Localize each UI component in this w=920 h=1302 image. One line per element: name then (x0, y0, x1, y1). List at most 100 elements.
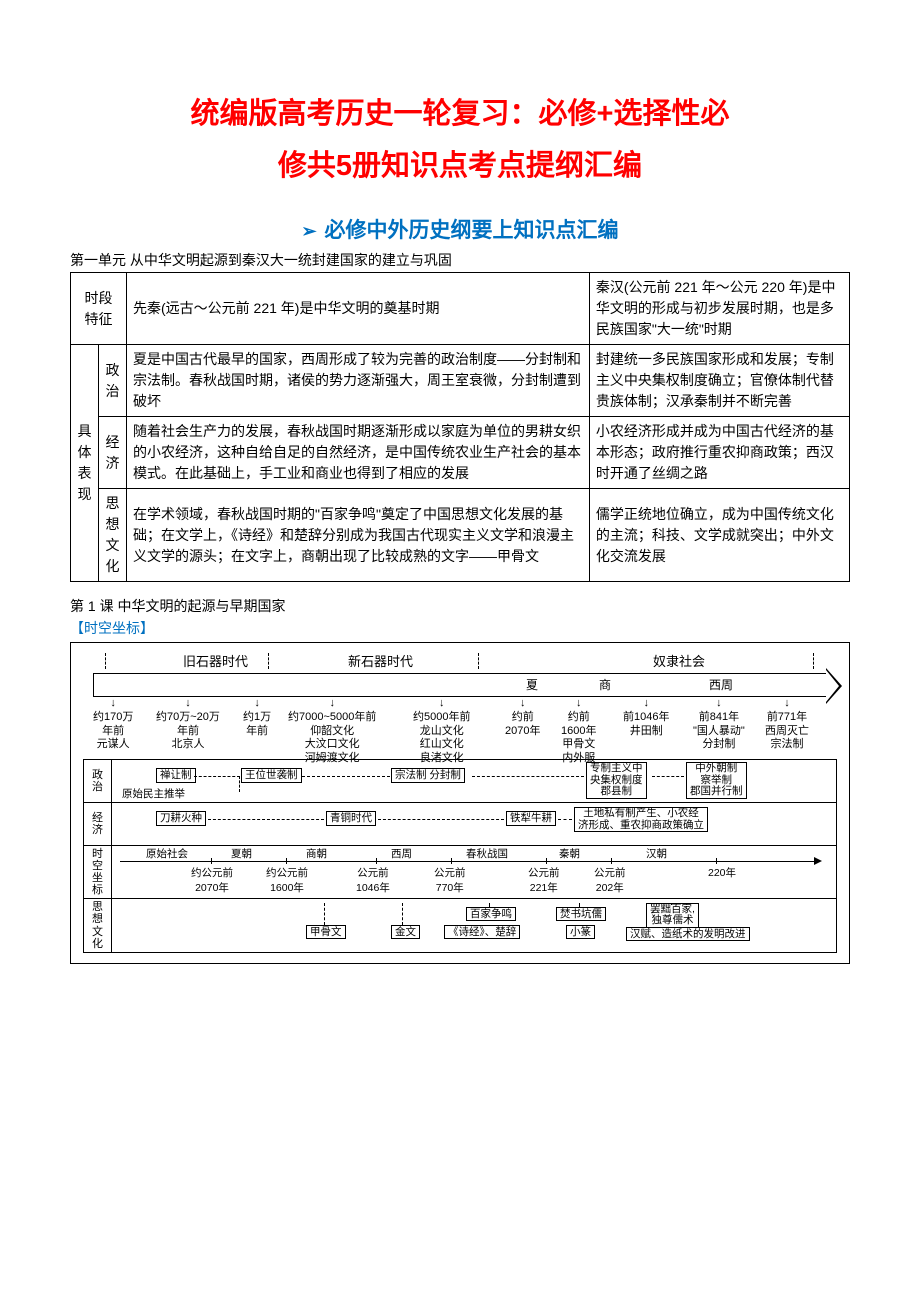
dash-connector (302, 776, 390, 777)
cell-culture-1: 在学术领域，春秋战国时期的"百家争鸣"奠定了中国思想文化发展的基础；在文学上，《… (127, 489, 590, 582)
row-economy-content: 刀耕火种青铜时代铁犁牛耕土地私有制产生、小农经济形成、重农抑商政策确立 (116, 805, 832, 843)
date-label: 约公元前2070年 (191, 865, 233, 895)
inband-dynasty-label: 商 (599, 676, 611, 693)
timeline-mark: ↓前841年"国人暴动"分封制 (693, 697, 745, 752)
date-label: 公元前770年 (434, 865, 466, 895)
mark-text: 1600年 (561, 725, 596, 739)
mark-text: 年前 (156, 725, 220, 739)
mark-text: 宗法制 (765, 738, 809, 752)
timeline-mark: ↓约前1600年甲骨文内外服 (561, 697, 596, 766)
pill-box: 铁犁牛耕 (506, 811, 556, 826)
mark-text: 约1万 (243, 711, 271, 725)
row-label-culture: 思想文化 (84, 899, 112, 952)
dash-connector (652, 776, 684, 777)
era-labels-row: 旧石器时代新石器时代奴隶社会 (93, 651, 827, 671)
mark-text: 红山文化 (413, 738, 470, 752)
mark-text: 前841年 (693, 711, 745, 725)
date-label: 公元前221年 (528, 865, 560, 895)
timeline-mark: ↓前1046年井田制 (623, 697, 669, 738)
dash-connector (194, 776, 240, 777)
pill-box: 罢黜百家,独尊儒术 (646, 903, 699, 928)
timeline-mark: ↓前771年西周灭亡宗法制 (765, 697, 809, 752)
dash-connector (558, 819, 572, 820)
axis-tick (611, 858, 612, 864)
timeline-mark: ↓约7000~5000年前仰韶文化大汶口文化河姆渡文化 (288, 697, 376, 766)
down-arrow-icon: ↓ (288, 697, 376, 711)
era-divider (813, 653, 814, 669)
main-table: 时段特征 先秦(远古～公元前 221 年)是中华文明的奠基时期 秦汉(公元前 2… (70, 272, 850, 582)
cell-politics-1: 夏是中国古代最早的国家，西周形成了较为完善的政治制度——分封制和宗法制。春秋战国… (127, 345, 590, 417)
chevron-icon: ➢ (301, 221, 316, 241)
date-label: 220年 (708, 865, 736, 880)
subtitle: ➢必修中外历史纲要上知识点汇编 (70, 214, 850, 244)
down-arrow-icon: ↓ (561, 697, 596, 711)
mark-text: 约7000~5000年前 (288, 711, 376, 725)
era-label: 新石器时代 (348, 651, 413, 670)
mark-text: 西周灭亡 (765, 725, 809, 739)
mark-text: 2070年 (505, 725, 540, 739)
row-axis-content: 原始社会夏朝商朝西周春秋战国秦朝汉朝约公元前2070年约公元前1600年公元前1… (116, 851, 832, 893)
inband-dynasty-label: 西周 (709, 676, 733, 693)
mark-text: 约170万 (93, 711, 133, 725)
mark-text: "国人暴动" (693, 725, 745, 739)
era-divider (478, 653, 479, 669)
down-arrow-icon: ↓ (623, 697, 669, 711)
dash-connector (208, 819, 324, 820)
pill-box: 甲骨文 (306, 925, 346, 940)
cell-qinhan-desc: 秦汉(公元前 221 年～公元 220 年)是中华文明的形成与初步发展时期，也是… (589, 273, 849, 345)
mark-text: 大汶口文化 (288, 738, 376, 752)
mark-text: 年前 (93, 725, 133, 739)
dash-connector (378, 819, 504, 820)
dynasty-label: 商朝 (306, 846, 327, 861)
date-label: 约公元前1600年 (266, 865, 308, 895)
down-arrow-icon: ↓ (765, 697, 809, 711)
cell-culture-2: 儒学正统地位确立，成为中国传统文化的主流；科技、文学成就突出；中外文化交流发展 (589, 489, 849, 582)
era-divider (105, 653, 106, 669)
vdash-connector (671, 903, 672, 905)
axis-line (120, 861, 814, 862)
timeline-marks-row: ↓约170万年前元谋人↓约70万~20万年前北京人↓约1万年前↓约7000~50… (93, 697, 827, 755)
pill-box: 青铜时代 (326, 811, 376, 826)
cell-politics-2: 封建统一多民族国家形成和发展；专制主义中央集权制度确立；官僚体制代替贵族体制；汉… (589, 345, 849, 417)
mark-text: 约前 (505, 711, 540, 725)
main-title-line1: 统编版高考历史一轮复习：必修+选择性必 (70, 90, 850, 132)
blue-section-label: 【时空坐标】 (70, 618, 850, 638)
timeline-mark: ↓约前2070年 (505, 697, 540, 738)
pill-box: 专制主义中央集权制度郡县制 (586, 762, 647, 799)
mark-text: 甲骨文 (561, 738, 596, 752)
pill-box: 焚书坑儒 (556, 907, 606, 922)
row-header-manifestation: 具体表现 (71, 345, 99, 582)
pill-box: 王位世袭制 (241, 768, 302, 783)
row-label-economy: 经济 (84, 803, 112, 846)
timeline-mark: ↓约5000年前龙山文化红山文化良渚文化 (413, 697, 470, 766)
pill-box: 《诗经》、楚辞 (444, 925, 520, 940)
mark-text: 前771年 (765, 711, 809, 725)
cell-economy-2: 小农经济形成并成为中国古代经济的基本形态；政府推行重农抑商政策；西汉时开通了丝绸… (589, 417, 849, 489)
dash-connector (472, 776, 584, 777)
cell-xianqin-desc: 先秦(远古～公元前 221 年)是中华文明的奠基时期 (127, 273, 590, 345)
dynasty-label: 秦朝 (559, 846, 580, 861)
vdash-connector (239, 776, 240, 792)
down-arrow-icon: ↓ (93, 697, 133, 711)
axis-tick (451, 858, 452, 864)
pill-box: 百家争鸣 (466, 907, 516, 922)
vdash-connector (324, 903, 325, 925)
vdash-connector (489, 903, 490, 907)
mark-text: 元谋人 (93, 738, 133, 752)
mark-text: 年前 (243, 725, 271, 739)
row-label-politics: 政治 (84, 760, 112, 803)
row-header-period: 时段特征 (71, 273, 127, 345)
date-label: 公元前202年 (594, 865, 626, 895)
down-arrow-icon: ↓ (156, 697, 220, 711)
pill-box: 土地私有制产生、小农经济形成、重农抑商政策确立 (574, 807, 708, 832)
axis-tick (286, 858, 287, 864)
arrow-head-inner (826, 670, 839, 702)
dynasty-label: 夏朝 (231, 846, 252, 861)
axis-tick (716, 858, 717, 864)
lesson-label: 第 1 课 中华文明的起源与早期国家 (70, 596, 850, 616)
timeline-diagram: 旧石器时代新石器时代奴隶社会 夏商西周 ↓约170万年前元谋人↓约70万~20万… (70, 642, 850, 964)
main-title-line2: 修共5册知识点考点提纲汇编 (70, 142, 850, 184)
mark-text: 分封制 (693, 738, 745, 752)
axis-tick (211, 858, 212, 864)
dynasty-label: 汉朝 (646, 846, 667, 861)
